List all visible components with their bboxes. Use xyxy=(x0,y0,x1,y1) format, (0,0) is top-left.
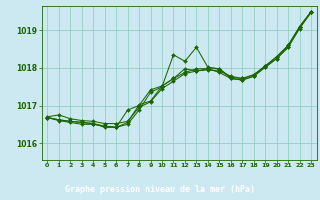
Text: Graphe pression niveau de la mer (hPa): Graphe pression niveau de la mer (hPa) xyxy=(65,185,255,194)
